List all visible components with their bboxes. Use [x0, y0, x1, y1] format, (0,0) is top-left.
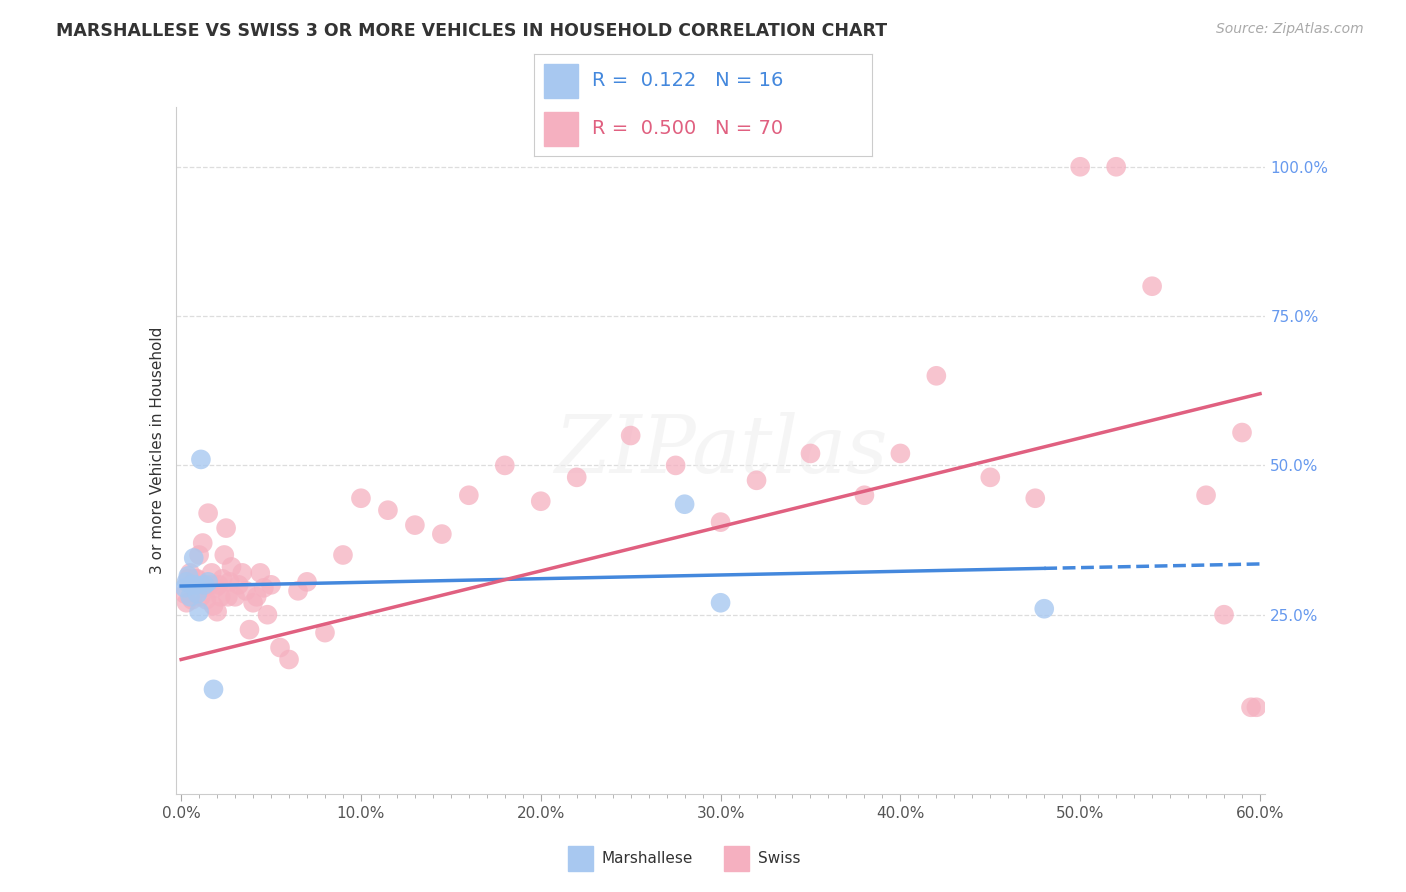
- Point: [530, 494, 553, 508]
- Point: [173, 587, 195, 601]
- Point: [1069, 160, 1091, 174]
- Point: [224, 590, 246, 604]
- Point: [231, 566, 253, 580]
- Point: [673, 497, 696, 511]
- Text: R =  0.122   N = 16: R = 0.122 N = 16: [592, 71, 783, 90]
- Point: [183, 551, 205, 566]
- Text: Marshallese: Marshallese: [602, 851, 693, 866]
- Point: [214, 548, 236, 562]
- Point: [188, 605, 211, 619]
- Point: [195, 592, 218, 607]
- Point: [228, 578, 250, 592]
- Point: [889, 446, 911, 460]
- Point: [198, 578, 221, 592]
- Point: [191, 536, 214, 550]
- Point: [1230, 425, 1253, 440]
- Bar: [568, 847, 593, 871]
- Point: [202, 682, 225, 697]
- Point: [211, 572, 233, 586]
- Point: [204, 581, 226, 595]
- Point: [278, 652, 301, 666]
- Point: [197, 574, 219, 589]
- Point: [710, 596, 733, 610]
- Point: [1140, 279, 1163, 293]
- Y-axis label: 3 or more Vehicles in Household: 3 or more Vehicles in Household: [149, 326, 165, 574]
- Point: [176, 574, 198, 589]
- Point: [269, 640, 291, 655]
- Point: [1240, 700, 1263, 714]
- Point: [1024, 491, 1046, 506]
- Point: [238, 623, 260, 637]
- Point: [377, 503, 399, 517]
- Point: [184, 578, 207, 592]
- Point: [201, 566, 224, 580]
- Point: [205, 605, 228, 619]
- Point: [188, 548, 211, 562]
- Point: [979, 470, 1001, 484]
- Point: [242, 596, 264, 610]
- Text: ZIPatlas: ZIPatlas: [554, 412, 887, 489]
- Point: [208, 578, 231, 592]
- Point: [430, 527, 453, 541]
- Point: [181, 592, 204, 607]
- Point: [186, 587, 208, 601]
- Point: [193, 578, 215, 592]
- Text: Source: ZipAtlas.com: Source: ZipAtlas.com: [1216, 22, 1364, 37]
- Point: [177, 569, 200, 583]
- Point: [235, 583, 257, 598]
- Point: [332, 548, 354, 562]
- Point: [665, 458, 688, 473]
- Text: R =  0.500   N = 70: R = 0.500 N = 70: [592, 120, 783, 138]
- Point: [197, 506, 219, 520]
- Point: [177, 572, 200, 586]
- Point: [314, 625, 336, 640]
- Point: [457, 488, 479, 502]
- Point: [925, 368, 948, 383]
- Point: [1195, 488, 1218, 502]
- Point: [190, 452, 212, 467]
- Point: [183, 578, 205, 592]
- Point: [1033, 601, 1056, 615]
- Point: [1246, 700, 1268, 714]
- Text: Swiss: Swiss: [758, 851, 800, 866]
- Bar: [544, 112, 578, 145]
- Point: [249, 566, 271, 580]
- Point: [494, 458, 516, 473]
- Point: [745, 473, 768, 487]
- Point: [193, 581, 215, 595]
- Point: [710, 515, 733, 529]
- Point: [179, 566, 201, 580]
- Point: [1105, 160, 1128, 174]
- Point: [799, 446, 821, 460]
- Point: [246, 590, 269, 604]
- Point: [179, 590, 201, 604]
- Point: [202, 599, 225, 613]
- Point: [1213, 607, 1236, 622]
- Point: [218, 574, 240, 589]
- Point: [176, 596, 198, 610]
- Point: [184, 572, 207, 586]
- Point: [253, 581, 276, 595]
- Point: [260, 578, 283, 592]
- Point: [221, 560, 243, 574]
- Point: [853, 488, 876, 502]
- Point: [350, 491, 373, 506]
- Bar: [724, 847, 749, 871]
- Point: [190, 590, 212, 604]
- Point: [181, 578, 204, 592]
- Point: [295, 574, 318, 589]
- Point: [287, 583, 309, 598]
- Point: [217, 590, 239, 604]
- Bar: [544, 64, 578, 97]
- Point: [256, 607, 278, 622]
- Point: [215, 521, 238, 535]
- Text: MARSHALLESE VS SWISS 3 OR MORE VEHICLES IN HOUSEHOLD CORRELATION CHART: MARSHALLESE VS SWISS 3 OR MORE VEHICLES …: [56, 22, 887, 40]
- Point: [404, 518, 426, 533]
- Point: [186, 572, 208, 586]
- Point: [565, 470, 588, 484]
- Point: [209, 590, 232, 604]
- Point: [173, 581, 195, 595]
- Point: [620, 428, 643, 442]
